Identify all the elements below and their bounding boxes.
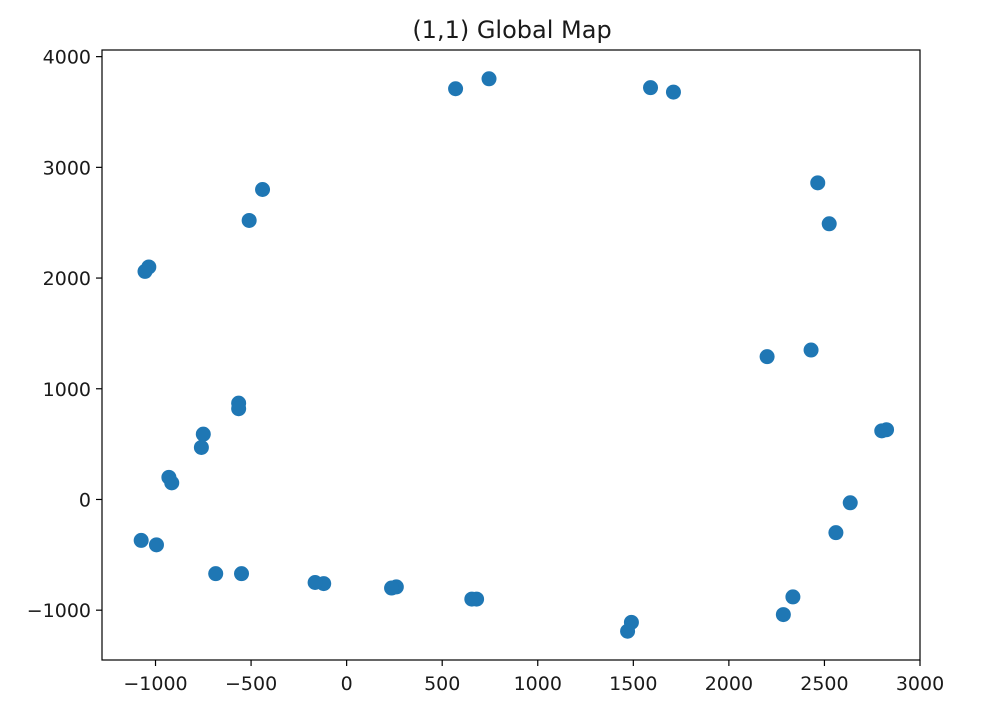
data-point bbox=[255, 181, 271, 197]
y-tick-label: 0 bbox=[79, 489, 91, 511]
data-point bbox=[620, 623, 636, 639]
x-tick-label: 2500 bbox=[800, 673, 848, 695]
x-tick-label: 2000 bbox=[705, 673, 753, 695]
data-point bbox=[828, 525, 844, 541]
data-point bbox=[231, 401, 247, 417]
data-point bbox=[810, 175, 826, 191]
data-point bbox=[137, 263, 153, 279]
chart-title: (1,1) Global Map bbox=[412, 16, 611, 44]
x-tick-label: 3000 bbox=[896, 673, 944, 695]
data-point bbox=[208, 566, 224, 582]
data-point bbox=[234, 566, 250, 582]
data-point bbox=[241, 212, 257, 228]
plot-area: −1000 −500 0 500 1000 1500 2000 2500 3000 −1000 0 1… bbox=[27, 47, 944, 695]
data-point bbox=[803, 342, 819, 358]
data-point bbox=[195, 426, 211, 442]
data-point bbox=[448, 81, 464, 97]
data-point bbox=[307, 575, 323, 591]
data-point bbox=[785, 589, 801, 605]
y-tick-label: 2000 bbox=[43, 268, 91, 290]
data-point bbox=[133, 532, 149, 548]
data-point bbox=[643, 80, 659, 96]
x-tick-label: −500 bbox=[225, 673, 277, 695]
axes-frame bbox=[101, 49, 921, 661]
data-point bbox=[842, 495, 858, 511]
y-tick-label: −1000 bbox=[27, 600, 91, 622]
data-point bbox=[879, 422, 895, 438]
y-tick-label: 1000 bbox=[43, 379, 91, 401]
data-point bbox=[164, 475, 180, 491]
x-tick-label: 1000 bbox=[514, 673, 562, 695]
data-point bbox=[481, 71, 497, 87]
y-tick-label: 3000 bbox=[43, 157, 91, 179]
data-point bbox=[148, 537, 164, 553]
data-point bbox=[775, 607, 791, 623]
data-point bbox=[759, 349, 775, 365]
data-point bbox=[464, 591, 480, 607]
x-tick-label: 500 bbox=[424, 673, 460, 695]
x-tick-label: 0 bbox=[341, 673, 353, 695]
x-tick-label: −1000 bbox=[123, 673, 187, 695]
data-point bbox=[193, 439, 209, 455]
x-tick-label: 1500 bbox=[609, 673, 657, 695]
data-point bbox=[384, 580, 400, 596]
y-tick-label: 4000 bbox=[43, 47, 91, 69]
data-point bbox=[821, 216, 837, 232]
data-point bbox=[665, 84, 681, 100]
